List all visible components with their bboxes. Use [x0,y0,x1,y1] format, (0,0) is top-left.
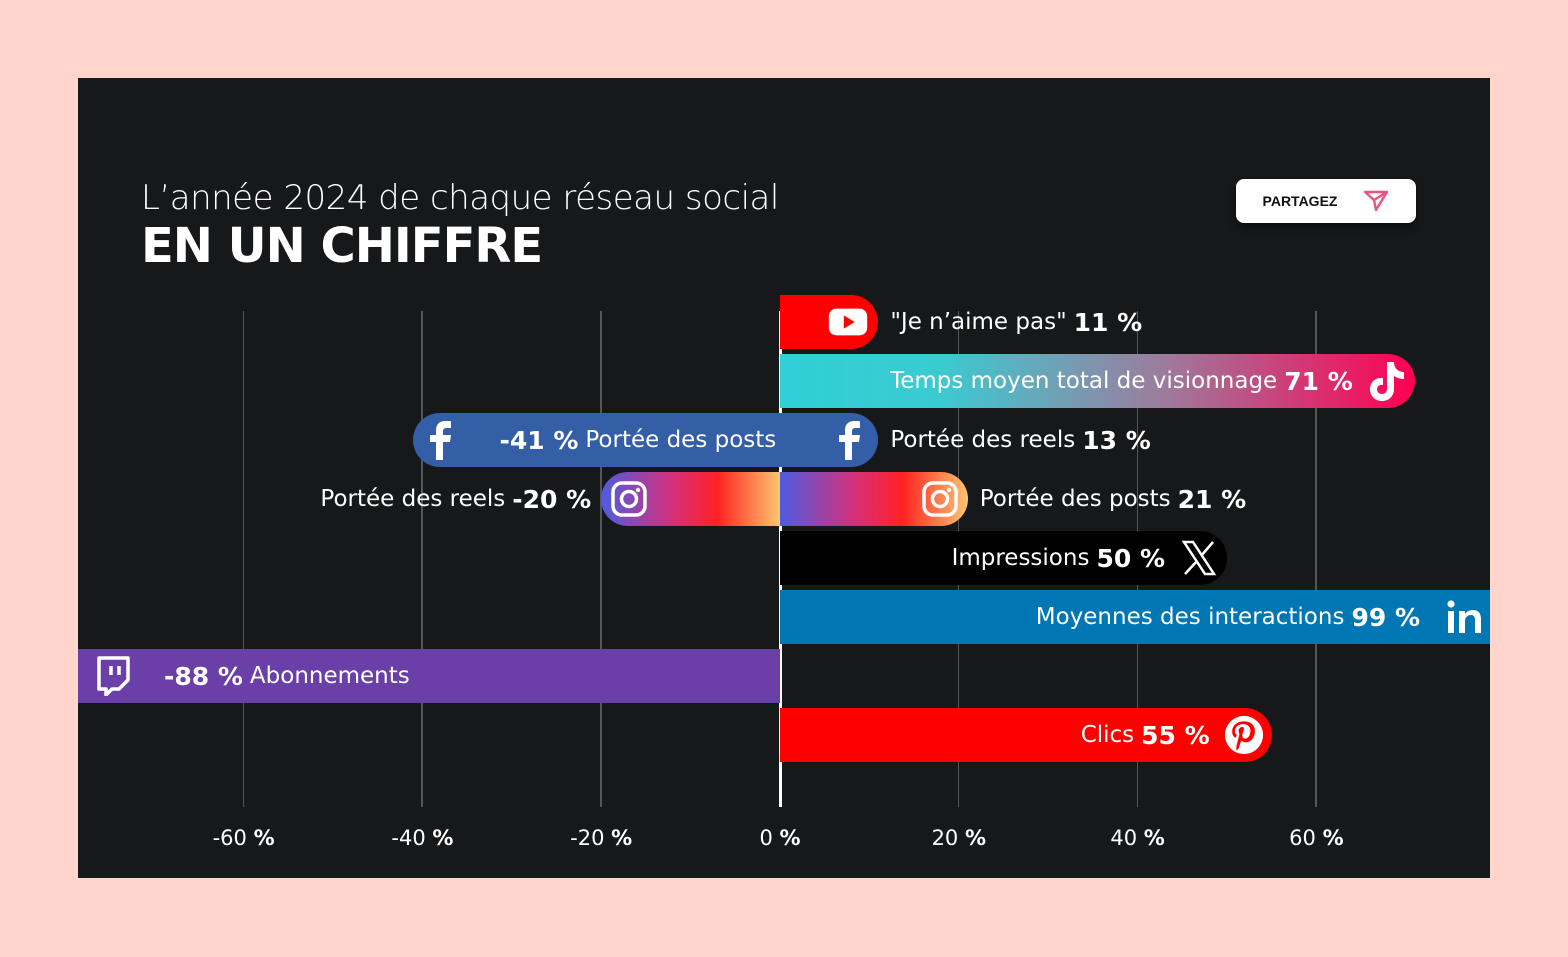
value-label: 13 % [1082,425,1151,455]
instagram-icon [920,479,960,519]
x-tick-label: 40 % [1110,826,1164,850]
linkedin-icon [1444,597,1484,637]
gridline [1315,311,1317,807]
tick-number: -20 [570,826,612,850]
x-tick-label: -40 % [391,826,453,850]
value-label: 55 % [1141,720,1210,750]
x-tick-label: 60 % [1289,826,1343,850]
bar-label: Impressions 50 % [952,531,1165,585]
bar-label: -88 % Abonnements [164,649,410,703]
share-button[interactable]: PARTAGEZ [1236,179,1416,223]
tick-number: 20 [931,826,965,850]
facebook-icon [421,420,461,460]
tick-unit: % [779,826,801,850]
gridline [421,311,423,807]
tick-unit: % [1322,826,1344,850]
bar-x [780,531,1227,585]
tick-unit: % [1143,826,1165,850]
value-label: 71 % [1284,366,1353,396]
label-text: Abonnements [249,663,410,689]
bar-label: Temps moyen total de visionnage 71 % [890,354,1353,408]
bar-facebook [413,413,780,467]
value-label: 99 % [1351,602,1420,632]
bar-twitch [78,649,780,703]
bar-label: "Je n’aime pas" 11 % [890,295,1142,349]
bar-label: -41 % Portée des posts [499,413,776,467]
bar-linkedin [780,590,1490,644]
instagram-icon [609,479,649,519]
share-label: PARTAGEZ [1262,193,1338,209]
send-icon [1364,190,1389,212]
x-tick-label: -60 % [213,826,275,850]
tick-number: 0 [759,826,780,850]
value-label: -41 % [499,425,579,455]
bar-label: Clics 55 % [1081,708,1210,762]
label-text: Portée des posts [979,486,1171,512]
tick-unit: % [964,826,987,850]
label-text: Impressions [951,545,1090,571]
subtitle: L’année 2024 de chaque réseau social [141,178,779,218]
gridline [242,311,245,807]
tick-number: 40 [1110,826,1144,850]
x-tick-label: 0 % [759,826,800,850]
tick-number: -40 [391,826,433,850]
bar-label: Moyennes des interactions 99 % [1036,590,1420,644]
pinterest-icon [1224,715,1264,755]
bar-facebook [780,413,879,467]
tiktok-icon [1367,361,1407,401]
x-tick-label: 20 % [932,826,986,850]
bar-label: Portée des reels 13 % [890,413,1150,467]
bar-pinterest [780,708,1272,762]
label-text: Portée des reels [890,427,1076,453]
tick-number: -60 [212,826,254,850]
tick-unit: % [432,826,454,850]
infographic-panel: L’année 2024 de chaque réseau social EN … [78,78,1490,878]
bar-instagram [601,472,780,526]
bar-instagram [780,472,968,526]
value-label: -20 % [512,484,592,514]
bar-tiktok [780,354,1415,408]
value-label: 11 % [1073,307,1143,337]
gridline [600,311,602,807]
twitch-icon [92,656,132,696]
label-text: Moyennes des interactions [1035,604,1345,630]
page-title: EN UN CHIFFRE [141,218,543,274]
tick-number: 60 [1289,826,1323,850]
value-label: 21 % [1177,484,1247,514]
bar-label: Portée des posts 21 % [980,472,1246,526]
x-tick-label: -20 % [570,826,632,850]
label-text: "Je n’aime pas" [890,309,1067,335]
facebook-icon [830,420,870,460]
youtube-icon [828,302,868,342]
label-text: Clics [1080,722,1135,748]
tick-unit: % [611,826,633,850]
bar-label: Portée des reels -20 % [320,472,591,526]
label-text: Portée des reels [320,486,506,512]
value-label: 50 % [1096,543,1165,573]
value-label: -88 % [164,661,243,691]
label-text: Portée des posts [585,427,777,453]
label-text: Temps moyen total de visionnage [890,368,1278,394]
tick-unit: % [253,826,275,850]
x-icon [1179,538,1219,578]
